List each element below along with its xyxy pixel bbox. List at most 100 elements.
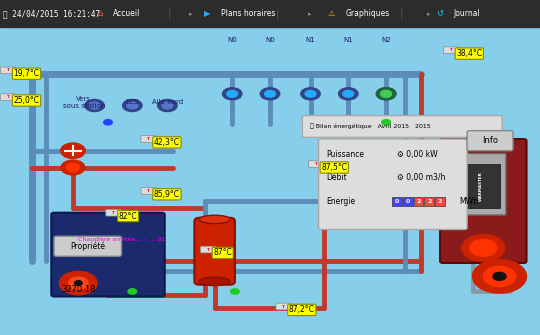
- Circle shape: [104, 120, 112, 125]
- Circle shape: [66, 163, 79, 172]
- FancyBboxPatch shape: [435, 197, 445, 206]
- Text: 25,0°C: 25,0°C: [14, 96, 39, 105]
- Text: T: T: [449, 48, 453, 52]
- Text: 0: 0: [395, 199, 399, 204]
- FancyBboxPatch shape: [106, 209, 121, 216]
- Text: 38,4°C: 38,4°C: [456, 49, 482, 58]
- Circle shape: [123, 99, 142, 112]
- Text: Graphiques: Graphiques: [346, 9, 390, 18]
- Text: Puissance: Puissance: [327, 150, 364, 158]
- Circle shape: [59, 271, 97, 295]
- Circle shape: [265, 90, 275, 97]
- FancyBboxPatch shape: [392, 197, 402, 206]
- Text: ▸: ▸: [308, 11, 311, 17]
- Circle shape: [382, 120, 390, 125]
- Text: N2: N2: [381, 37, 391, 43]
- Text: Accueil: Accueil: [113, 9, 141, 18]
- FancyBboxPatch shape: [1, 94, 16, 100]
- Circle shape: [85, 99, 104, 112]
- Circle shape: [470, 240, 497, 256]
- Text: Journal: Journal: [454, 9, 481, 18]
- Text: WARMASTER: WARMASTER: [478, 171, 483, 201]
- Circle shape: [301, 88, 320, 100]
- FancyBboxPatch shape: [308, 161, 323, 168]
- Text: Info: Info: [482, 136, 498, 145]
- Text: 3270.18: 3270.18: [61, 285, 96, 294]
- Circle shape: [227, 90, 238, 97]
- Text: N0: N0: [265, 37, 275, 43]
- Text: N1: N1: [306, 37, 315, 43]
- Text: N1: N1: [343, 37, 353, 43]
- Text: |: |: [167, 8, 171, 19]
- Circle shape: [127, 102, 138, 109]
- FancyBboxPatch shape: [440, 139, 526, 263]
- Circle shape: [260, 88, 280, 100]
- Circle shape: [462, 234, 505, 261]
- Circle shape: [381, 90, 392, 97]
- Text: 📄 Bilan énergétique   Avril 2015   2015: 📄 Bilan énergétique Avril 2015 2015: [310, 124, 431, 129]
- FancyBboxPatch shape: [276, 303, 291, 310]
- FancyBboxPatch shape: [141, 136, 156, 142]
- Circle shape: [162, 102, 173, 109]
- Circle shape: [61, 143, 85, 158]
- FancyBboxPatch shape: [194, 218, 235, 285]
- Text: ⏰ 24/04/2015 16:21:47: ⏰ 24/04/2015 16:21:47: [3, 9, 100, 18]
- Ellipse shape: [199, 277, 231, 285]
- Circle shape: [231, 289, 239, 294]
- FancyBboxPatch shape: [458, 164, 500, 208]
- Text: MWh: MWh: [459, 197, 478, 206]
- Text: 2: 2: [427, 199, 431, 204]
- Circle shape: [61, 160, 85, 175]
- Text: Plans horaires: Plans horaires: [221, 9, 276, 18]
- Ellipse shape: [199, 215, 231, 224]
- Circle shape: [222, 88, 242, 100]
- Circle shape: [305, 90, 316, 97]
- Text: Débit: Débit: [327, 173, 347, 182]
- FancyBboxPatch shape: [51, 213, 165, 296]
- Circle shape: [69, 277, 88, 289]
- FancyBboxPatch shape: [1, 67, 16, 74]
- FancyBboxPatch shape: [319, 139, 467, 229]
- Circle shape: [493, 272, 506, 280]
- Text: |: |: [275, 8, 279, 19]
- Text: 2: 2: [416, 199, 421, 204]
- Text: Propriété: Propriété: [70, 242, 105, 251]
- Text: T: T: [147, 137, 150, 141]
- Text: 0: 0: [406, 199, 410, 204]
- Text: 87°C: 87°C: [213, 249, 232, 257]
- Text: 42,3°C: 42,3°C: [154, 138, 180, 147]
- Text: ▸: ▸: [189, 11, 192, 17]
- Text: Energie: Energie: [327, 197, 356, 205]
- Text: 82°C: 82°C: [119, 212, 137, 220]
- Circle shape: [376, 88, 396, 100]
- Text: 85,9°C: 85,9°C: [154, 190, 180, 199]
- FancyBboxPatch shape: [443, 47, 458, 54]
- FancyBboxPatch shape: [424, 197, 434, 206]
- Circle shape: [158, 99, 177, 112]
- Circle shape: [89, 102, 100, 109]
- Text: ▶: ▶: [204, 9, 211, 18]
- FancyBboxPatch shape: [302, 116, 502, 137]
- FancyBboxPatch shape: [467, 131, 513, 151]
- Circle shape: [472, 260, 526, 293]
- Text: 19,7°C: 19,7°C: [14, 69, 39, 78]
- Text: ⌂: ⌂: [97, 9, 103, 18]
- Text: T: T: [147, 189, 150, 193]
- Text: T: T: [6, 68, 10, 72]
- Text: 87,2°C: 87,2°C: [289, 306, 315, 314]
- Text: 2: 2: [438, 199, 442, 204]
- Text: ⚙ 0,00 m3/h: ⚙ 0,00 m3/h: [397, 173, 445, 182]
- Text: T: T: [112, 211, 115, 215]
- Text: 87,5°C: 87,5°C: [321, 163, 347, 172]
- Text: T: T: [314, 162, 318, 166]
- Text: T: T: [282, 305, 285, 309]
- FancyBboxPatch shape: [403, 197, 413, 206]
- Text: ⚙ 0,00 kW: ⚙ 0,00 kW: [397, 150, 437, 158]
- Bar: [0, 0, 540, 27]
- Circle shape: [75, 281, 82, 285]
- Text: T: T: [206, 248, 210, 252]
- FancyBboxPatch shape: [414, 197, 423, 206]
- FancyBboxPatch shape: [455, 153, 506, 215]
- Circle shape: [343, 90, 354, 97]
- Text: ▸: ▸: [427, 11, 430, 17]
